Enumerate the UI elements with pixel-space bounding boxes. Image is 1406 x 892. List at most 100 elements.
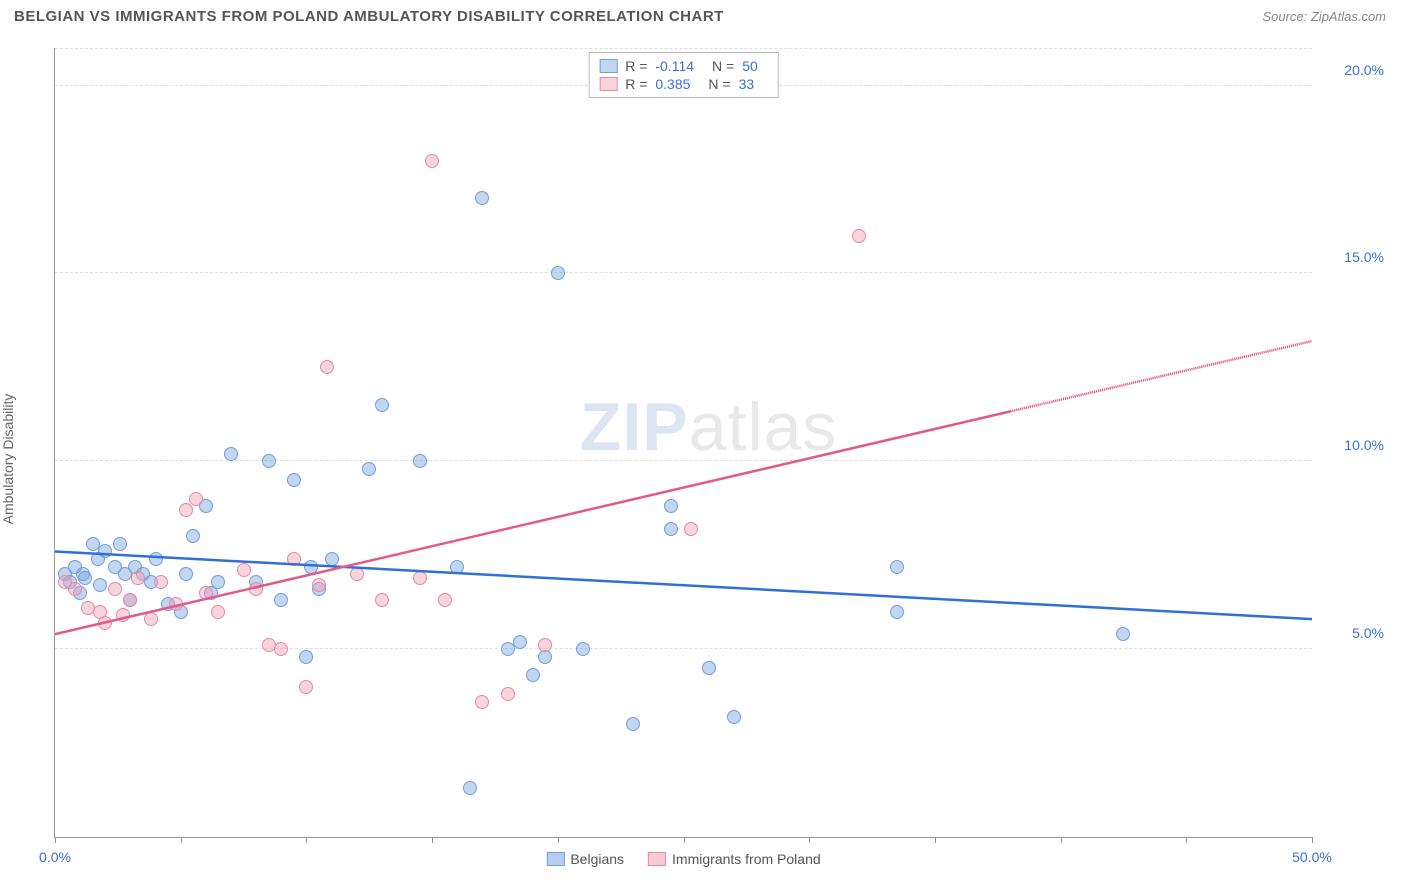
data-point [78, 571, 92, 585]
watermark-zip: ZIP [580, 389, 689, 465]
x-tick [306, 837, 307, 843]
gridline [55, 460, 1312, 461]
data-point [249, 582, 263, 596]
legend-label: Immigrants from Poland [672, 851, 821, 867]
y-tick-label: 20.0% [1344, 62, 1384, 78]
data-point [526, 668, 540, 682]
data-point [727, 710, 741, 724]
legend-swatch [648, 852, 666, 866]
data-point [538, 638, 552, 652]
data-point [131, 571, 145, 585]
x-tick-label: 50.0% [1292, 849, 1332, 865]
data-point [890, 560, 904, 574]
x-tick [935, 837, 936, 843]
y-axis-label: Ambulatory Disability [0, 394, 16, 525]
correlation-legend: R =-0.114N =50R =0.385N =33 [588, 52, 779, 98]
legend-r-value: 0.385 [655, 76, 690, 92]
trend-lines [55, 48, 1312, 837]
data-point [179, 567, 193, 581]
data-point [501, 687, 515, 701]
legend-row: R =-0.114N =50 [599, 57, 768, 75]
data-point [211, 605, 225, 619]
data-point [108, 582, 122, 596]
data-point [664, 522, 678, 536]
x-tick [432, 837, 433, 843]
data-point [299, 680, 313, 694]
data-point [375, 398, 389, 412]
data-point [702, 661, 716, 675]
legend-item: Immigrants from Poland [648, 851, 821, 867]
legend-r-value: -0.114 [655, 58, 694, 74]
plot-area: ZIPatlas R =-0.114N =50R =0.385N =33 Bel… [54, 48, 1312, 838]
data-point [312, 578, 326, 592]
data-point [684, 522, 698, 536]
data-point [475, 695, 489, 709]
data-point [626, 717, 640, 731]
legend-r-label: R = [625, 58, 647, 74]
data-point [189, 492, 203, 506]
series-legend: Belgians Immigrants from Poland [546, 851, 820, 867]
gridline [55, 272, 1312, 273]
data-point [274, 593, 288, 607]
data-point [362, 462, 376, 476]
data-point [425, 154, 439, 168]
legend-r-label: R = [625, 76, 647, 92]
chart-title: BELGIAN VS IMMIGRANTS FROM POLAND AMBULA… [14, 8, 724, 25]
data-point [450, 560, 464, 574]
data-point [199, 586, 213, 600]
data-point [890, 605, 904, 619]
data-point [350, 567, 364, 581]
data-point [513, 635, 527, 649]
data-point [154, 575, 168, 589]
data-point [551, 266, 565, 280]
data-point [144, 612, 158, 626]
data-point [325, 552, 339, 566]
y-tick-label: 5.0% [1352, 625, 1384, 641]
data-point [287, 552, 301, 566]
y-tick-label: 10.0% [1344, 437, 1384, 453]
legend-swatch [599, 59, 617, 73]
data-point [186, 529, 200, 543]
data-point [664, 499, 678, 513]
data-point [237, 563, 251, 577]
legend-swatch [599, 77, 617, 91]
data-point [576, 642, 590, 656]
data-point [179, 503, 193, 517]
source-attribution: Source: ZipAtlas.com [1262, 9, 1386, 24]
data-point [304, 560, 318, 574]
data-point [98, 616, 112, 630]
legend-n-value: 33 [739, 76, 755, 92]
data-point [438, 593, 452, 607]
x-tick [1186, 837, 1187, 843]
data-point [113, 537, 127, 551]
legend-row: R =0.385N =33 [599, 75, 768, 93]
data-point [475, 191, 489, 205]
chart-container: Ambulatory Disability ZIPatlas R =-0.114… [14, 40, 1392, 878]
data-point [262, 454, 276, 468]
data-point [274, 642, 288, 656]
data-point [123, 593, 137, 607]
legend-item: Belgians [546, 851, 624, 867]
legend-swatch [546, 852, 564, 866]
data-point [413, 454, 427, 468]
data-point [211, 575, 225, 589]
data-point [98, 544, 112, 558]
data-point [299, 650, 313, 664]
data-point [224, 447, 238, 461]
x-tick [55, 837, 56, 843]
y-tick-label: 15.0% [1344, 249, 1384, 265]
watermark-atlas: atlas [689, 389, 838, 465]
data-point [116, 608, 130, 622]
watermark: ZIPatlas [580, 388, 837, 466]
data-point [1116, 627, 1130, 641]
gridline [55, 648, 1312, 649]
legend-n-label: N = [712, 58, 734, 74]
data-point [93, 578, 107, 592]
data-point [320, 360, 334, 374]
data-point [375, 593, 389, 607]
data-point [149, 552, 163, 566]
data-point [169, 597, 183, 611]
data-point [501, 642, 515, 656]
x-tick-label: 0.0% [39, 849, 71, 865]
x-tick [558, 837, 559, 843]
